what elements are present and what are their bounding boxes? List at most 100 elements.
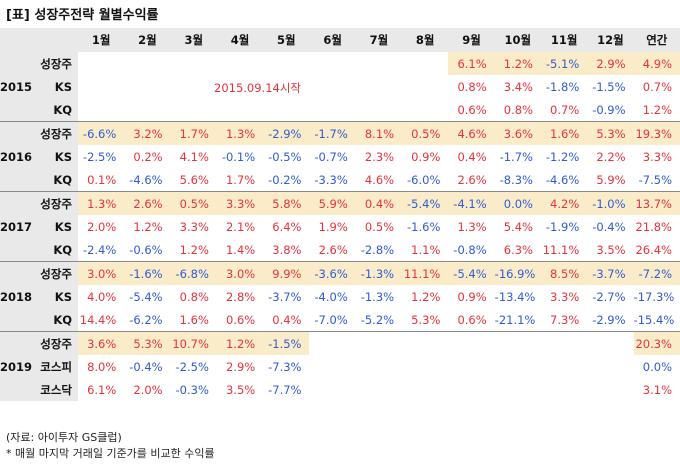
value-cell: 0.8%: [179, 289, 209, 304]
value-cell: -8.3%: [499, 172, 533, 187]
value-cell: -6.2%: [129, 312, 163, 327]
value-cell: 6.1%: [87, 382, 117, 397]
value-cell: -17.3%: [633, 289, 675, 304]
value-cell: 3.6%: [78, 331, 125, 355]
value-cell: 3.6%: [494, 121, 541, 145]
value-cell: -1.2%: [545, 149, 580, 164]
value-cell: [124, 52, 171, 75]
value-cell: -21.1%: [494, 312, 536, 327]
value-cell: [402, 75, 448, 98]
value-cell: -1.7%: [309, 121, 356, 145]
value-cell: 5.8%: [263, 191, 310, 215]
value-cell: [356, 355, 402, 378]
value-cell: -6.0%: [407, 172, 441, 187]
value-cell: -2.4%: [82, 242, 117, 257]
column-header: 11월: [540, 28, 588, 52]
value-cell: 3.3%: [179, 219, 209, 234]
value-cell: -0.3%: [175, 382, 209, 397]
value-cell: -1.5%: [263, 331, 310, 355]
value-cell: 2.6%: [318, 242, 348, 257]
value-cell: -7.5%: [638, 172, 672, 187]
value-cell: 1.7%: [170, 121, 217, 145]
value-cell: -0.4%: [129, 359, 163, 374]
source-notes: (자료: 아이투자 GS클럽) * 매월 마지막 거래일 기준가를 비교한 수익…: [6, 430, 215, 462]
value-cell: -0.9%: [592, 102, 626, 117]
value-cell: [78, 98, 124, 122]
row-label: KS: [32, 145, 78, 168]
value-cell: [309, 75, 355, 98]
value-cell: -4.1%: [448, 191, 495, 215]
method-note: * 매월 마지막 거래일 기준가를 비교한 수익률: [6, 447, 215, 460]
value-cell: -7.2%: [633, 261, 680, 285]
value-cell: -1.9%: [545, 219, 580, 234]
value-cell: [309, 378, 355, 401]
value-cell: 14.4%: [79, 312, 117, 327]
table-row: KQ 14.4% -6.2% 1.6% 0.6% 0.4% -7.0% -5.2% 5.3% 0.…: [0, 308, 680, 332]
column-header: 연간: [633, 28, 680, 52]
value-cell: 0.5%: [402, 121, 449, 145]
value-cell: [402, 331, 449, 355]
value-cell: 2.9%: [225, 359, 256, 374]
value-cell: 7.3%: [550, 312, 580, 327]
value-cell: 0.8%: [503, 102, 533, 117]
table-row: 코스닥 6.1% 2.0% -0.3% 3.5% -7.7% 3.1%: [0, 378, 680, 401]
column-header: 12월: [587, 28, 634, 52]
value-cell: 13.7%: [633, 191, 680, 215]
value-cell: [494, 331, 541, 355]
column-header: 7월: [355, 28, 403, 52]
value-cell: 5.3%: [411, 312, 441, 327]
table-title: [표] 성장주전략 월별수익률: [6, 8, 159, 23]
value-cell: [448, 355, 494, 378]
row-label: KQ: [32, 308, 78, 332]
header-blank: [0, 28, 32, 52]
value-cell: [402, 355, 448, 378]
value-cell: [309, 355, 355, 378]
value-cell: 0.0%: [494, 191, 541, 215]
value-cell: 3.4%: [503, 79, 533, 94]
value-cell: -5.1%: [540, 52, 588, 75]
value-cell: -1.6%: [124, 261, 171, 285]
year-cell: 2015: [0, 52, 32, 122]
value-cell: 8.1%: [355, 121, 403, 145]
value-cell: 3.3%: [550, 289, 580, 304]
value-cell: 2.8%: [225, 289, 256, 304]
year-cell: 2017: [0, 191, 32, 262]
table-row: KS 2.0% 1.2% 3.3% 2.1% 6.4% 1.9% 0.5% -1.6% 1.3% 5…: [0, 215, 680, 238]
value-cell: 10.7%: [170, 331, 217, 355]
row-label: 성장주: [32, 52, 78, 75]
value-cell: [263, 98, 309, 122]
value-cell: 0.7%: [550, 102, 580, 117]
value-cell: 1.1%: [411, 242, 441, 257]
value-cell: 11.1%: [402, 261, 449, 285]
table-row: KQ -2.4% -0.6% 1.2% 1.4% 3.8% 2.6% -2.8% 1.1% -0.…: [0, 238, 680, 262]
monthly-returns-table: 1월 2월 3월 4월 5월 6월 7월 8월 9월 10월 11월 12월 연…: [0, 28, 680, 401]
value-cell: 1.6%: [540, 121, 588, 145]
table-row: 2016 성장주 -6.6% 3.2% 1.7% 1.3% -2.9% -1.7% 8.1% 0.…: [0, 121, 680, 192]
value-cell: 0.4%: [355, 191, 403, 215]
column-header: 8월: [402, 28, 449, 52]
value-cell: 4.9%: [633, 52, 680, 75]
value-cell: -0.1%: [221, 149, 256, 164]
value-cell: [356, 98, 402, 122]
value-cell: -16.9%: [494, 261, 541, 285]
value-cell: -2.9%: [263, 121, 310, 145]
year-cell: 2016: [0, 121, 32, 192]
row-label: KQ: [32, 98, 78, 122]
header-blank: [32, 28, 78, 52]
value-cell: -7.3%: [268, 359, 302, 374]
value-cell: 2.2%: [596, 149, 626, 164]
value-cell: 5.4%: [503, 219, 533, 234]
value-cell: 20.3%: [633, 331, 680, 355]
value-cell: 5.3%: [124, 331, 171, 355]
value-cell: -0.5%: [268, 149, 302, 164]
value-cell: 1.9%: [318, 219, 348, 234]
value-cell: 0.1%: [87, 172, 117, 187]
value-cell: -1.6%: [407, 219, 441, 234]
value-cell: 0.5%: [170, 191, 217, 215]
table-row: 2018 성장주 3.0% -1.6% -6.8% 3.0% 9.9% -3.6% -1.3% 1…: [0, 261, 680, 332]
value-cell: 4.1%: [179, 149, 209, 164]
value-cell: -0.7%: [314, 149, 348, 164]
value-cell: 0.2%: [133, 149, 163, 164]
value-cell: 0.4%: [272, 312, 302, 327]
value-cell: 3.5%: [225, 382, 256, 397]
